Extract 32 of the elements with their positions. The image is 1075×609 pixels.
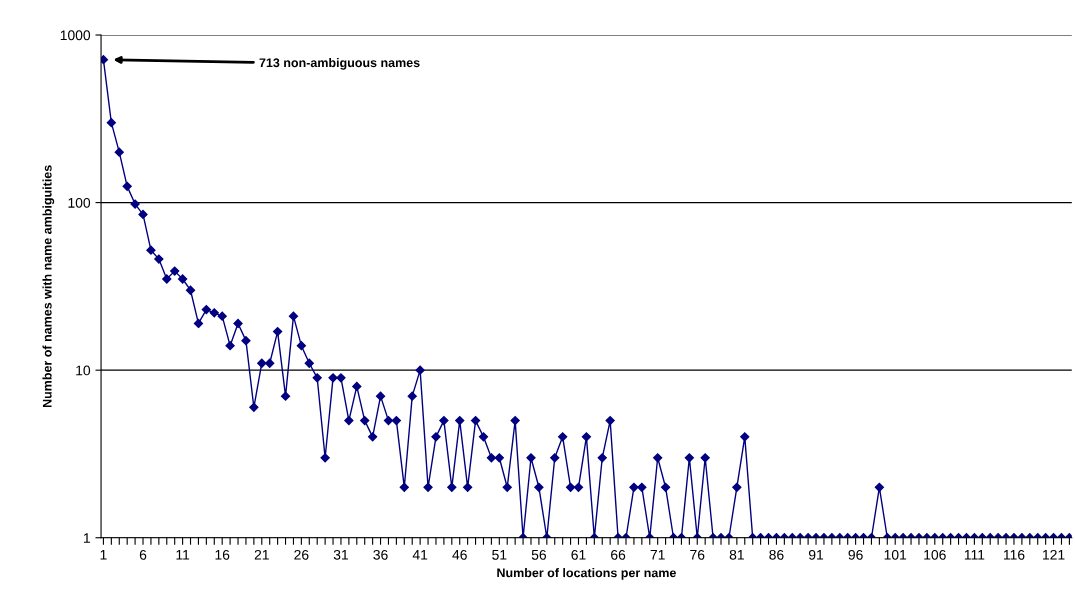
x-tick-label: 6: [139, 549, 147, 560]
x-tick-label: 81: [729, 549, 744, 560]
x-tick-label: 51: [492, 550, 507, 560]
y-tick-label: 1: [83, 533, 90, 543]
x-tick-label: 66: [611, 549, 626, 560]
x-axis-title: Number of locations per name: [497, 568, 676, 580]
x-tick-label: 76: [690, 549, 705, 560]
x-tick-label: 46: [452, 549, 467, 560]
x-tick-label: 21: [254, 549, 269, 560]
x-tick-label: 101: [884, 549, 907, 560]
x-tick-label: 61: [571, 549, 586, 560]
x-tick-label: 71: [650, 550, 665, 560]
x-tick-label: 41: [412, 550, 428, 560]
x-tick-label: 16: [215, 549, 230, 560]
x-tick-label: 26: [294, 549, 309, 560]
y-axis-title: Number of names with name ambiguities: [42, 165, 55, 408]
x-tick-label: 56: [531, 549, 547, 560]
x-tick-label: 36: [373, 549, 388, 560]
x-tick-label: 91: [808, 549, 824, 560]
x-tick-label: 111: [964, 550, 985, 560]
annotation: 713 non-ambiguous names: [259, 57, 420, 70]
x-tick-label: 1: [100, 550, 107, 560]
x-tick-label: 11: [176, 550, 190, 560]
x-tick-label: 86: [769, 549, 784, 560]
x-tick-label: 106: [924, 549, 946, 560]
y-tick-label: 1000: [60, 30, 91, 41]
x-tick-label: 116: [1003, 549, 1025, 560]
y-tick-label: 10: [76, 365, 91, 376]
x-tick-label: 121: [1043, 549, 1065, 560]
y-tick-label: 100: [68, 197, 91, 208]
x-tick-label: 96: [848, 549, 863, 560]
x-tick-label: 31: [333, 549, 349, 560]
